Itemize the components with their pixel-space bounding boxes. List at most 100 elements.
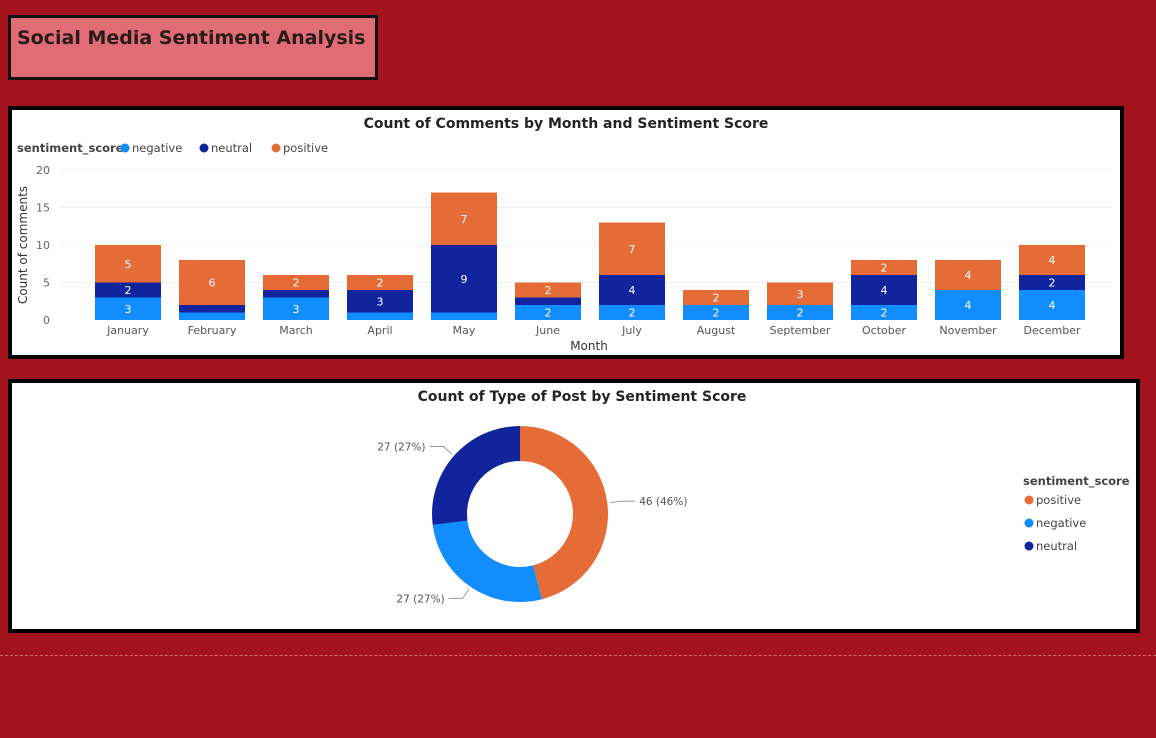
y-tick-5: 5 xyxy=(43,277,50,290)
bar-october-positive[interactable] xyxy=(851,260,917,275)
bar-may-negative[interactable] xyxy=(431,312,497,321)
donut-chart-panel[interactable]: Count of Type of Post by Sentiment Score… xyxy=(8,379,1140,633)
bar-label-november-negative: 4 xyxy=(965,299,972,312)
bar-june-neutral[interactable] xyxy=(515,297,581,306)
bar-label-july-negative: 2 xyxy=(629,307,636,320)
bar-label-june-positive: 2 xyxy=(545,284,552,297)
bar-november-negative[interactable] xyxy=(935,290,1001,320)
x-tick-february: February xyxy=(188,324,237,337)
bar-label-july-positive: 7 xyxy=(629,243,636,256)
bar-y-axis: 0 5 10 15 20 xyxy=(36,164,50,327)
donut-data-labels: 46 (46%) 27 (27%) 27 (27%) xyxy=(377,442,687,606)
bar-august-negative[interactable] xyxy=(683,305,749,320)
bar-label-october-negative: 2 xyxy=(881,307,888,320)
bar-february-negative[interactable] xyxy=(179,312,245,321)
bar-y-axis-label: Count of comments xyxy=(16,186,30,304)
donut-label-negative: 27 (27%) xyxy=(396,593,444,605)
legend-label-negative: negative xyxy=(132,141,182,155)
bar-september-negative[interactable] xyxy=(767,305,833,320)
donut-slice-positive[interactable] xyxy=(520,426,608,600)
bar-december-negative[interactable] xyxy=(1019,290,1085,320)
bar-november-positive[interactable] xyxy=(935,260,1001,290)
bar-january-negative[interactable] xyxy=(95,297,161,321)
bar-march-neutral[interactable] xyxy=(263,290,329,298)
bar-label-january-positive: 5 xyxy=(125,258,132,271)
bar-label-june-negative: 2 xyxy=(545,307,552,320)
bar-september-positive[interactable] xyxy=(767,282,833,306)
bar-july-negative[interactable] xyxy=(599,305,665,320)
donut-chart: Count of Type of Post by Sentiment Score… xyxy=(377,389,1130,606)
bar-label-october-positive: 2 xyxy=(881,262,888,275)
x-tick-november: November xyxy=(939,324,997,337)
donut-chart-title: Count of Type of Post by Sentiment Score xyxy=(418,389,747,405)
donut-legend-swatch-negative xyxy=(1024,518,1034,528)
bar-chart-panel[interactable]: Count of Comments by Month and Sentiment… xyxy=(8,106,1124,359)
bar-july-neutral[interactable] xyxy=(599,275,665,305)
bar-january-neutral[interactable] xyxy=(95,282,161,298)
bar-marks: 3 2 5 6 3 2 3 2 9 7 2 2 2 4 7 2 2 2 3 2 4 2 4 4 4 2 4 xyxy=(95,192,1085,321)
bar-label-december-negative: 4 xyxy=(1049,299,1056,312)
bar-august-positive[interactable] xyxy=(683,290,749,305)
x-tick-july: July xyxy=(621,324,642,337)
donut-label-neutral: 27 (27%) xyxy=(377,442,425,454)
bar-label-april-neutral: 3 xyxy=(377,295,384,308)
x-tick-april: April xyxy=(367,324,392,337)
bar-march-positive[interactable] xyxy=(263,275,329,290)
x-tick-march: March xyxy=(279,324,313,337)
donut-legend: positive negative neutral xyxy=(1024,493,1086,553)
bar-june-negative[interactable] xyxy=(515,305,581,320)
donut-legend-label-positive: positive xyxy=(1036,493,1081,507)
legend-swatch-positive xyxy=(271,143,281,153)
bar-april-negative[interactable] xyxy=(347,312,413,321)
donut-leader-neutral xyxy=(429,446,453,455)
bar-february-neutral[interactable] xyxy=(179,305,245,313)
donut-slices xyxy=(432,426,608,602)
legend-label-neutral: neutral xyxy=(211,141,252,155)
bar-january-positive[interactable] xyxy=(95,245,161,283)
donut-legend-title: sentiment_score xyxy=(1023,474,1130,489)
donut-slice-neutral[interactable] xyxy=(432,426,520,526)
bar-label-may-positive: 7 xyxy=(461,213,468,226)
bar-april-positive[interactable] xyxy=(347,275,413,290)
bar-december-positive[interactable] xyxy=(1019,245,1085,275)
bar-label-november-positive: 4 xyxy=(965,269,972,282)
legend-swatch-negative xyxy=(120,143,130,153)
bar-july-positive[interactable] xyxy=(599,222,665,276)
bar-may-neutral[interactable] xyxy=(431,245,497,313)
bar-label-october-neutral: 4 xyxy=(881,284,888,297)
bar-chart-title: Count of Comments by Month and Sentiment… xyxy=(364,116,769,132)
bar-label-march-positive: 2 xyxy=(293,277,300,290)
bar-label-january-neutral: 2 xyxy=(125,284,132,297)
x-tick-january: January xyxy=(106,324,149,337)
bar-label-february-positive: 6 xyxy=(209,277,216,290)
page-divider xyxy=(0,655,1156,656)
x-tick-september: September xyxy=(770,324,831,337)
bar-october-negative[interactable] xyxy=(851,305,917,320)
y-tick-15: 15 xyxy=(36,202,50,215)
bar-october-neutral[interactable] xyxy=(851,275,917,305)
bar-legend-title: sentiment_score xyxy=(17,141,124,156)
page-title-box: Social Media Sentiment Analysis xyxy=(8,15,378,80)
x-tick-december: December xyxy=(1023,324,1081,337)
bar-may-positive[interactable] xyxy=(431,192,497,246)
y-tick-10: 10 xyxy=(36,239,50,252)
bar-label-march-negative: 3 xyxy=(293,303,300,316)
donut-slice-negative[interactable] xyxy=(432,520,542,602)
bar-june-positive[interactable] xyxy=(515,282,581,298)
bar-label-september-positive: 3 xyxy=(797,288,804,301)
x-tick-may: May xyxy=(453,324,476,337)
bar-march-negative[interactable] xyxy=(263,297,329,321)
y-tick-20: 20 xyxy=(36,164,50,177)
bar-label-april-positive: 2 xyxy=(377,277,384,290)
bar-label-august-negative: 2 xyxy=(713,307,720,320)
bar-april-neutral[interactable] xyxy=(347,290,413,313)
donut-legend-label-negative: negative xyxy=(1036,516,1086,530)
bar-label-december-positive: 4 xyxy=(1049,254,1056,267)
bar-label-july-neutral: 4 xyxy=(629,284,636,297)
legend-swatch-neutral xyxy=(199,143,209,153)
page-title: Social Media Sentiment Analysis xyxy=(17,27,366,49)
bar-december-neutral[interactable] xyxy=(1019,275,1085,290)
bar-february-positive[interactable] xyxy=(179,260,245,305)
donut-leader-negative xyxy=(448,588,470,599)
y-tick-0: 0 xyxy=(43,314,50,327)
